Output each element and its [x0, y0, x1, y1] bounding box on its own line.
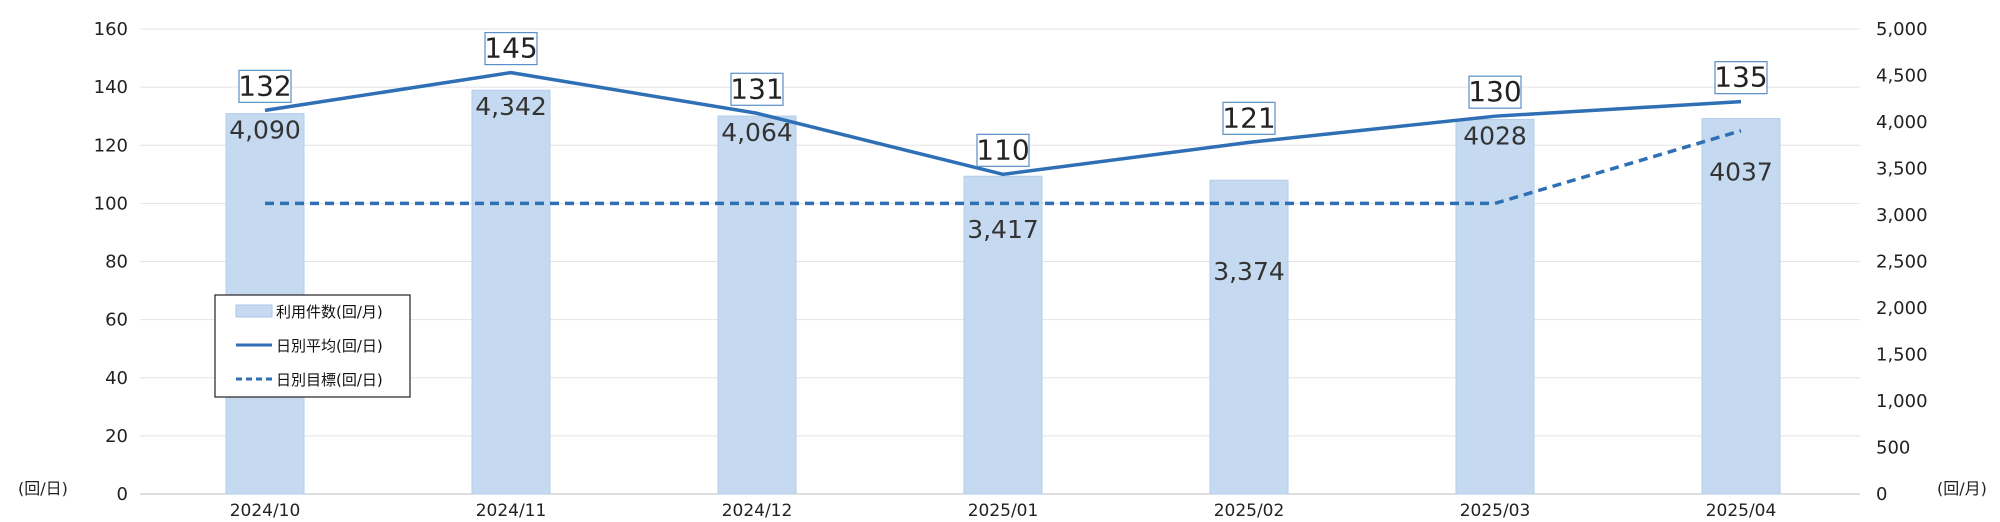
left-tick-label: 160 — [94, 19, 128, 40]
category-label: 2025/04 — [1706, 501, 1777, 521]
bar-value-label: 3,417 — [967, 215, 1039, 244]
left-axis-unit: (回/日) — [18, 479, 68, 498]
bar-value-label: 4,090 — [229, 116, 301, 145]
left-tick-label: 80 — [105, 252, 128, 273]
bar — [471, 89, 551, 495]
line-series — [264, 70, 1742, 206]
bar-value-label: 3,374 — [1213, 257, 1285, 286]
average-value-label: 131 — [730, 72, 783, 105]
bar-value-label: 4,342 — [475, 92, 547, 121]
right-tick-label: 1,500 — [1876, 345, 1928, 366]
right-tick-label: 5,000 — [1876, 19, 1928, 40]
average-label-box — [238, 69, 292, 103]
right-tick-label: 3,000 — [1876, 205, 1928, 226]
legend: 利用件数(回/月) 日別平均(回/日) 日別目標(回/日) — [214, 294, 411, 398]
target-line — [265, 129, 1742, 206]
bar — [1209, 179, 1289, 495]
category-label: 2024/10 — [230, 501, 301, 521]
average-label-box — [1468, 75, 1522, 109]
average-value-label: 145 — [484, 32, 537, 65]
left-tick-label: 40 — [105, 368, 128, 389]
category-label: 2024/12 — [722, 501, 793, 521]
legend-bar-swatch — [235, 304, 273, 318]
axes: 0 20 40 60 80 100 120 140 160 0 500 1,000 1,500 2,000… — [94, 19, 1928, 521]
right-tick-label: 500 — [1876, 438, 1910, 459]
left-tick-label: 0 — [117, 484, 128, 505]
legend-label-average: 日別平均(回/日) — [276, 337, 383, 355]
bar-value-label: 4037 — [1709, 158, 1773, 187]
bar — [1701, 118, 1781, 495]
left-tick-label: 60 — [105, 310, 128, 331]
category-label: 2024/11 — [476, 501, 547, 521]
average-value-label: 110 — [976, 133, 1029, 166]
average-value-label: 121 — [1222, 101, 1275, 134]
left-tick-label: 140 — [94, 77, 128, 98]
bar-value-label: 4,064 — [721, 118, 793, 147]
average-label-box — [1222, 101, 1276, 135]
right-tick-label: 2,500 — [1876, 252, 1928, 273]
right-tick-label: 2,000 — [1876, 298, 1928, 319]
right-tick-label: 0 — [1876, 484, 1887, 505]
average-value-label: 132 — [238, 69, 291, 102]
right-tick-label: 1,000 — [1876, 391, 1928, 412]
average-label-box — [730, 72, 784, 106]
bar — [963, 175, 1043, 495]
average-label-box — [484, 31, 538, 66]
right-tick-label: 4,500 — [1876, 66, 1928, 87]
bar-value-label: 4028 — [1463, 121, 1527, 150]
bar — [1455, 118, 1535, 495]
average-label-box — [1714, 61, 1768, 95]
right-axis-unit: (回/月) — [1937, 479, 1987, 498]
legend-label-bars: 利用件数(回/月) — [276, 303, 383, 321]
right-tick-label: 3,500 — [1876, 159, 1928, 180]
bar — [717, 115, 797, 495]
average-line — [264, 70, 1742, 177]
left-tick-label: 100 — [94, 193, 128, 214]
legend-label-target: 日別目標(回/日) — [276, 371, 383, 389]
average-value-label: 130 — [1468, 75, 1521, 108]
right-tick-label: 4,000 — [1876, 112, 1928, 133]
category-label: 2025/02 — [1214, 501, 1285, 521]
left-tick-label: 120 — [94, 135, 128, 156]
category-label: 2025/03 — [1460, 501, 1531, 521]
left-tick-label: 20 — [105, 426, 128, 447]
average-value-label: 135 — [1714, 61, 1767, 94]
data-labels: 4,090 4,342 4,064 3,417 3,374 4028 4037 132 145 1… — [229, 32, 1773, 287]
average-label-box — [976, 133, 1030, 167]
category-label: 2025/01 — [968, 501, 1039, 521]
